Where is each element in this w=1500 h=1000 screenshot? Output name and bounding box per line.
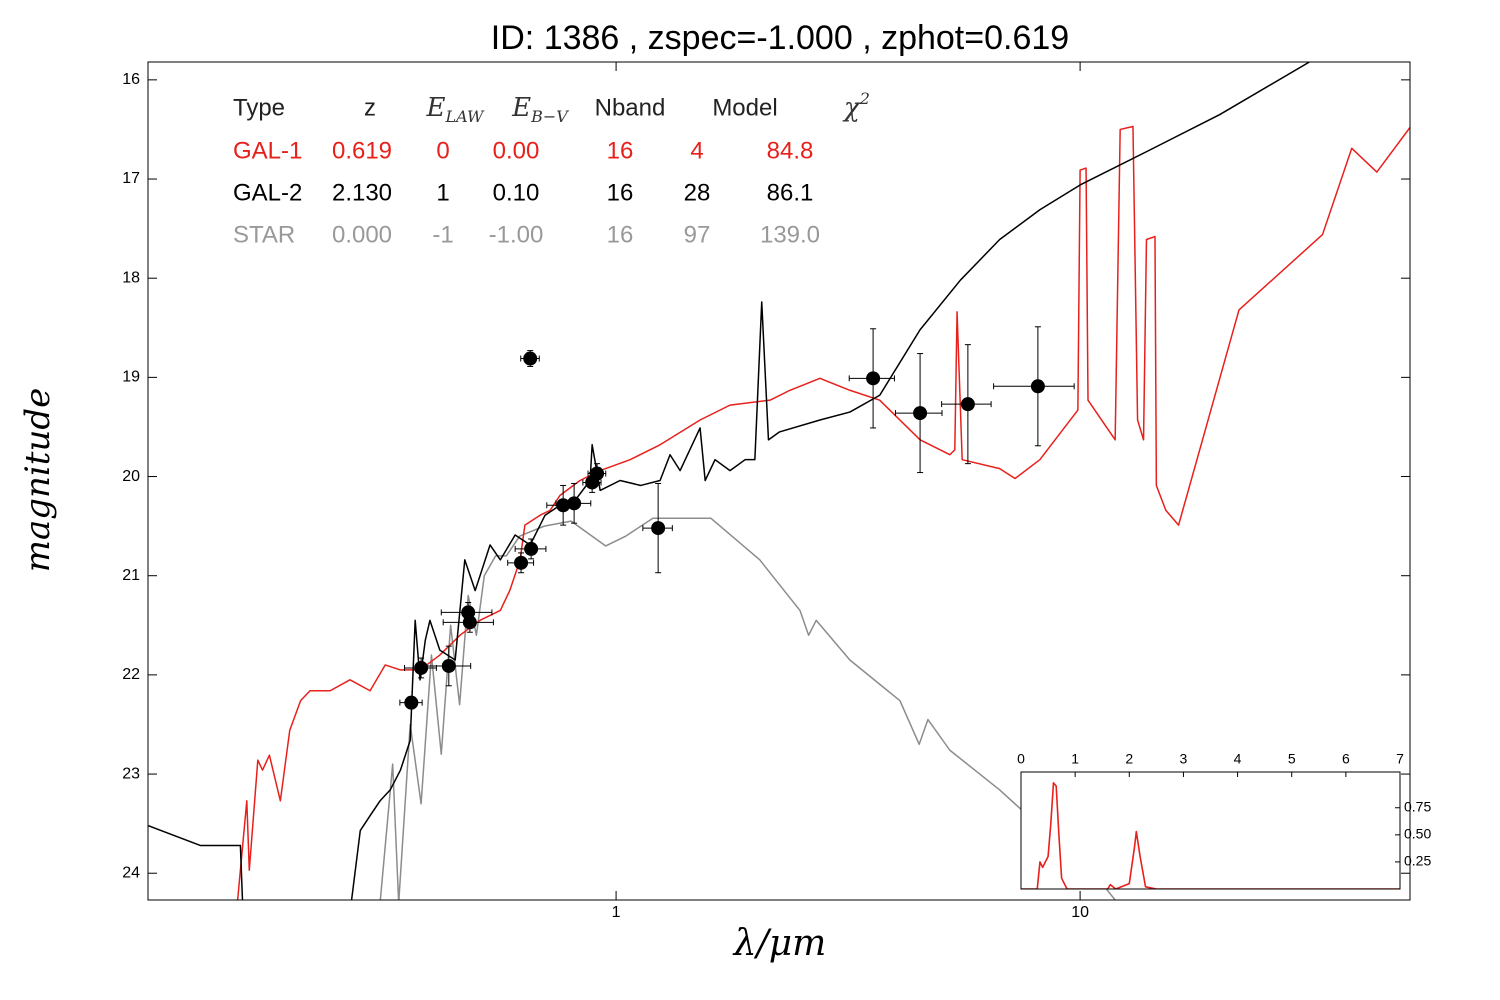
table-cell: 0 bbox=[436, 137, 449, 164]
x-tick-label: 0 bbox=[1017, 751, 1025, 767]
x-tick-label: 4 bbox=[1234, 751, 1242, 767]
header-symbol: E bbox=[426, 93, 446, 123]
model-line bbox=[148, 824, 244, 900]
table-cell: 0.619 bbox=[332, 137, 392, 164]
table-cell: 16 bbox=[607, 221, 634, 248]
x-tick-label: 1 bbox=[1071, 751, 1079, 767]
y-tick-label: 18 bbox=[122, 269, 140, 286]
x-tick-label: 6 bbox=[1342, 751, 1350, 767]
model-line bbox=[1021, 782, 1400, 889]
table-header: Nband bbox=[595, 94, 666, 121]
x-axis-label: λ/μm bbox=[732, 923, 826, 964]
table-cell: -1 bbox=[432, 221, 453, 248]
inset-background bbox=[1021, 772, 1400, 889]
header-symbol: E bbox=[511, 93, 531, 123]
header-symbol: χ bbox=[842, 93, 862, 123]
table-cell: 28 bbox=[684, 179, 711, 206]
photometry-point bbox=[556, 498, 571, 513]
table-cell: 16 bbox=[607, 137, 634, 164]
table-header: χ2 bbox=[842, 89, 870, 124]
table-cell: -1.00 bbox=[489, 221, 544, 248]
photometry-point bbox=[960, 397, 975, 412]
table-cell: 86.1 bbox=[767, 179, 814, 206]
x-tick-label: 2 bbox=[1125, 751, 1133, 767]
photometry-point bbox=[523, 351, 538, 366]
table-cell: 1 bbox=[436, 179, 449, 206]
table-header: z bbox=[364, 94, 376, 121]
x-tick-label: 10 bbox=[1071, 904, 1089, 921]
table-header: ELAW bbox=[426, 93, 486, 126]
photometry-point bbox=[514, 555, 529, 570]
photometry-point bbox=[404, 695, 419, 710]
y-tick-label: 22 bbox=[122, 666, 140, 683]
model-line bbox=[379, 517, 1116, 900]
table-cell: 0.000 bbox=[332, 221, 392, 248]
y-tick-label: 19 bbox=[122, 369, 140, 386]
y-tick-label: 17 bbox=[122, 170, 140, 187]
y-tick-label: 20 bbox=[122, 468, 140, 485]
y-tick-label: 23 bbox=[122, 765, 140, 782]
header-subscript: LAW bbox=[445, 107, 486, 126]
y-tick-label: 0.25 bbox=[1404, 853, 1431, 869]
table-cell: STAR bbox=[233, 221, 295, 248]
photometry-point bbox=[524, 541, 539, 556]
photometry-point bbox=[441, 658, 456, 673]
table-cell: 16 bbox=[607, 179, 634, 206]
photometry-point bbox=[1030, 379, 1045, 394]
y-tick-label: 0.50 bbox=[1404, 826, 1431, 842]
photometry-point bbox=[913, 406, 928, 421]
table-cell: 97 bbox=[684, 221, 711, 248]
photometry-point bbox=[866, 371, 881, 386]
header-subscript: B−V bbox=[530, 107, 569, 126]
y-tick-label: 21 bbox=[122, 567, 140, 584]
header-superscript: 2 bbox=[859, 89, 870, 108]
x-tick-label: 3 bbox=[1180, 751, 1188, 767]
table-cell: 139.0 bbox=[760, 221, 820, 248]
table-cell: 2.130 bbox=[332, 179, 392, 206]
x-tick-label: 5 bbox=[1288, 751, 1296, 767]
table-header: EB−V bbox=[511, 93, 569, 126]
photometry-point bbox=[567, 496, 582, 511]
x-tick-label: 1 bbox=[612, 904, 621, 921]
y-tick-label: 0.75 bbox=[1404, 798, 1431, 814]
y-axis-label: magnitude bbox=[18, 388, 58, 573]
series-group bbox=[1021, 782, 1400, 889]
photometry-point bbox=[462, 615, 477, 630]
table-cell: GAL-2 bbox=[233, 179, 302, 206]
table-cell: 0.00 bbox=[493, 137, 540, 164]
model-line bbox=[236, 125, 1410, 900]
y-tick-label: 16 bbox=[122, 71, 140, 88]
y-tick-label: 24 bbox=[122, 864, 140, 881]
table-cell: 4 bbox=[690, 137, 703, 164]
plot-frame bbox=[147, 61, 1411, 901]
table-header: Type bbox=[233, 94, 285, 121]
photometry-point bbox=[590, 466, 605, 481]
table-cell: 84.8 bbox=[767, 137, 814, 164]
inset-frame bbox=[1020, 771, 1401, 890]
photometry-point bbox=[651, 521, 666, 536]
x-tick-label: 7 bbox=[1396, 751, 1404, 767]
photometry-point bbox=[414, 660, 429, 675]
table-header: Model bbox=[712, 94, 777, 121]
table-cell: 0.10 bbox=[493, 179, 540, 206]
table-cell: GAL-1 bbox=[233, 137, 302, 164]
chart-title: ID: 1386 , zspec=-1.000 , zphot=0.619 bbox=[491, 19, 1069, 57]
